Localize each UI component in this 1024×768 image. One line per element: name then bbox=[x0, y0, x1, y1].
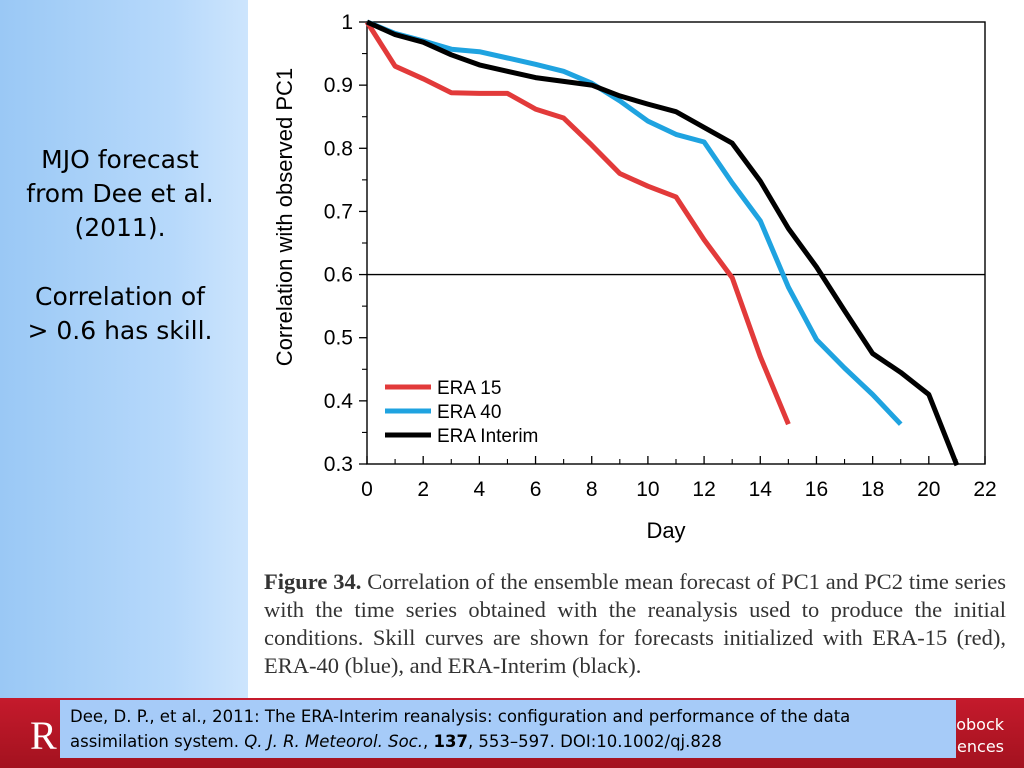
y-tick-label: 0.3 bbox=[324, 453, 353, 476]
footer-right-text: obock iences bbox=[953, 714, 1004, 758]
sidebar-line-1: MJO forecast bbox=[41, 145, 199, 174]
reference-pages-doi: , 553–597. DOI:10.1002/qj.828 bbox=[467, 732, 722, 751]
reference-journal: Q. J. R. Meteorol. Soc. bbox=[244, 732, 423, 751]
chart-series bbox=[364, 19, 960, 467]
reference-text: Dee, D. P., et al., 2011: The ERA-Interi… bbox=[70, 704, 950, 754]
reference-volume: 137 bbox=[433, 732, 468, 751]
y-tick-label: 1 bbox=[341, 11, 353, 34]
x-tick-label: 6 bbox=[530, 478, 542, 501]
correlation-chart: 0 2 4 6 8 10 12 14 16 18 20 22 0.3 0.4 0.5 0.6 0.7 0.8 0.9… bbox=[272, 11, 997, 543]
y-tick-label: 0.9 bbox=[324, 74, 353, 97]
series-line-1 bbox=[364, 20, 791, 426]
reference-sep: , bbox=[422, 732, 429, 751]
legend-label-1: ERA 15 bbox=[437, 378, 501, 399]
chart-legend: ERA 15 ERA 40 ERA Interim bbox=[385, 378, 538, 447]
caption-label: Figure 34. bbox=[264, 569, 362, 594]
x-tick-label: 0 bbox=[361, 478, 373, 501]
y-tick-label: 0.8 bbox=[324, 137, 353, 160]
series-line-3 bbox=[365, 19, 960, 467]
x-tick-label: 20 bbox=[917, 478, 940, 501]
sidebar-line-4: Correlation of bbox=[35, 282, 205, 311]
chart-area: 0 2 4 6 8 10 12 14 16 18 20 22 0.3 0.4 0.5 0.6 0.7 0.8 0.9… bbox=[248, 0, 1024, 560]
x-tick-label: 16 bbox=[805, 478, 828, 501]
x-tick-label: 22 bbox=[973, 478, 996, 501]
y-tick-label: 0.7 bbox=[324, 200, 353, 223]
figure-caption: Figure 34. Correlation of the ensemble m… bbox=[264, 568, 1006, 680]
x-tick-label: 12 bbox=[692, 478, 715, 501]
series-line-2 bbox=[366, 19, 903, 426]
x-tick-label: 2 bbox=[417, 478, 429, 501]
legend-label-2: ERA 40 bbox=[437, 402, 501, 423]
x-tick-label: 14 bbox=[749, 478, 773, 501]
reference-authors-title: Dee, D. P., et al., 2011: The ERA-Interi… bbox=[70, 707, 851, 751]
footer-right-line-2: iences bbox=[952, 737, 1004, 756]
sidebar-line-3: (2011). bbox=[74, 213, 166, 242]
y-tick-label: 0.5 bbox=[324, 327, 353, 350]
y-axis-label: Correlation with observed PC1 bbox=[272, 68, 297, 366]
chart-axes: 0 2 4 6 8 10 12 14 16 18 20 22 0.3 0.4 0.5 0.6 0.7 0.8 0.9… bbox=[272, 11, 997, 543]
x-tick-label: 18 bbox=[861, 478, 884, 501]
x-tick-label: 8 bbox=[586, 478, 598, 501]
caption-text: Correlation of the ensemble mean forecas… bbox=[264, 569, 1006, 678]
x-axis-label: Day bbox=[646, 518, 685, 543]
x-tick-label: 10 bbox=[636, 478, 659, 501]
legend-label-3: ERA Interim bbox=[437, 426, 538, 447]
sidebar-panel bbox=[0, 0, 248, 698]
sidebar-line-2: from Dee et al. bbox=[26, 179, 214, 208]
footer-logo: R bbox=[30, 713, 57, 758]
sidebar-line-5: > 0.6 has skill. bbox=[27, 316, 213, 345]
y-tick-label: 0.4 bbox=[324, 390, 354, 413]
reference-box bbox=[60, 700, 956, 758]
footer-right-line-1: obock bbox=[956, 715, 1004, 734]
x-tick-label: 4 bbox=[474, 478, 486, 501]
y-tick-label: 0.6 bbox=[324, 264, 353, 287]
